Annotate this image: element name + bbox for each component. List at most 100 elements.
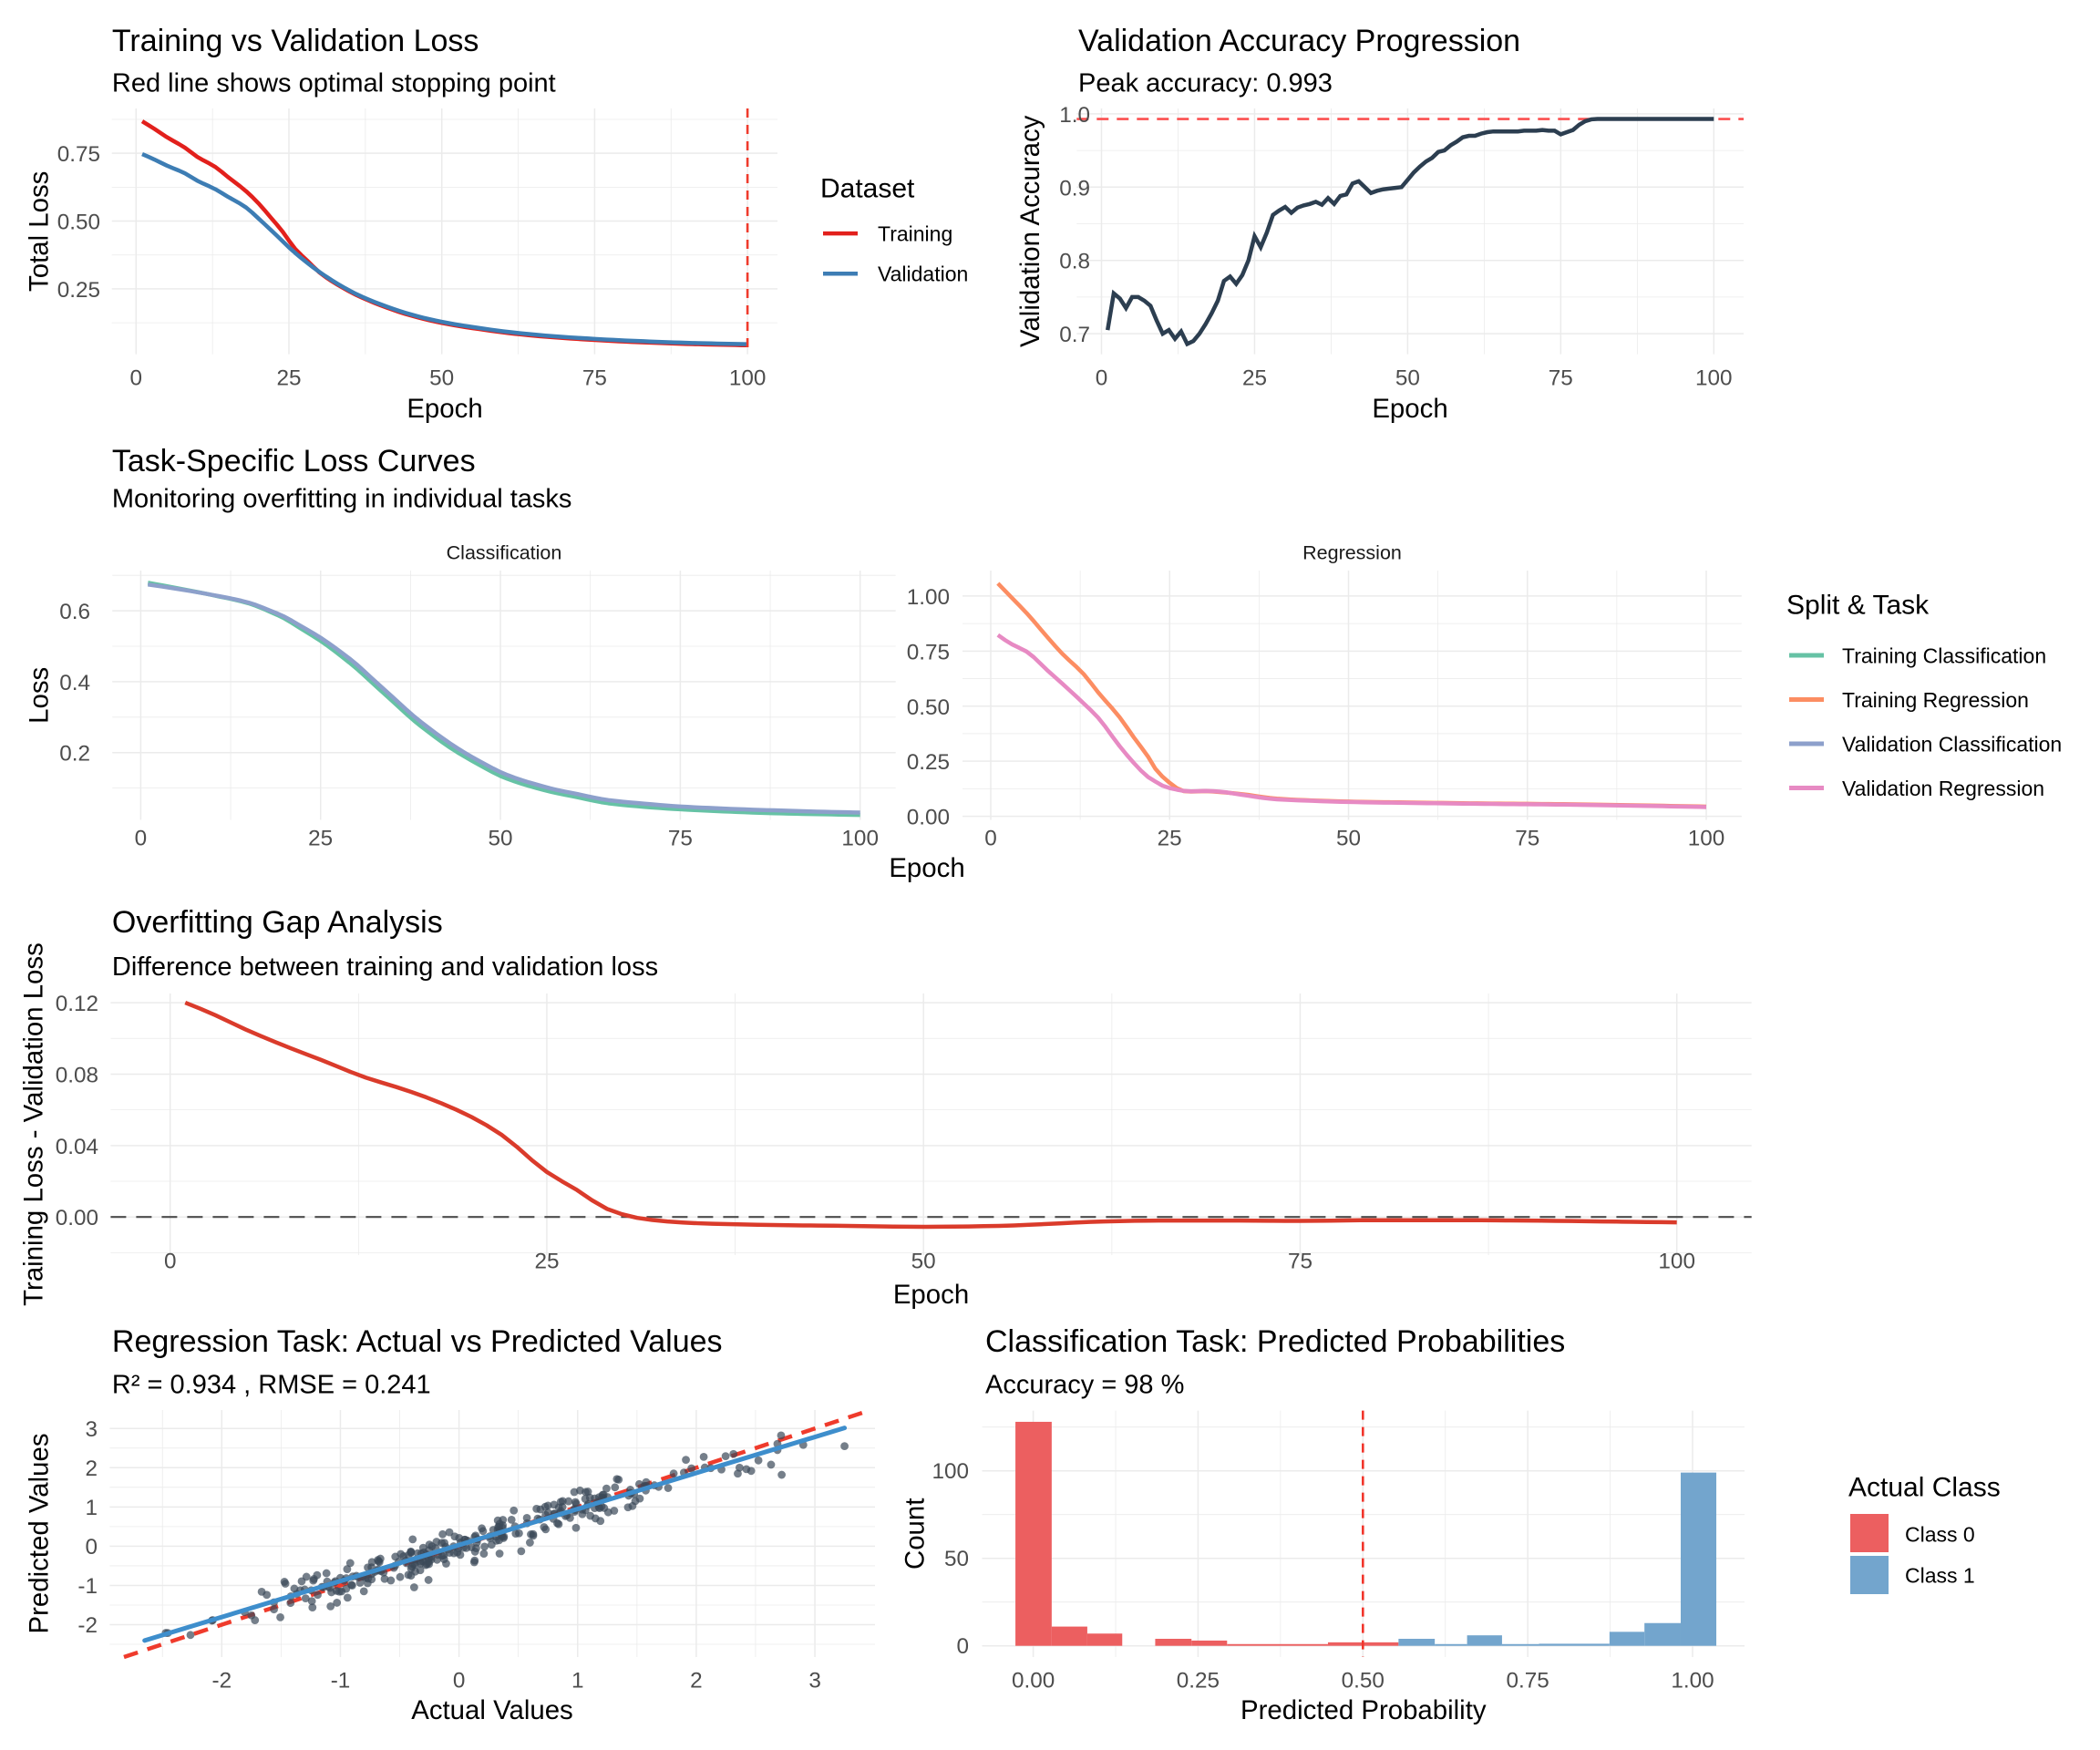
svg-text:Total Loss: Total Loss [25, 171, 55, 292]
svg-text:0: 0 [130, 366, 143, 391]
svg-text:Accuracy = 98 %: Accuracy = 98 % [985, 1371, 1184, 1400]
svg-text:0.50: 0.50 [907, 695, 950, 720]
svg-text:50: 50 [1336, 827, 1361, 851]
svg-text:100: 100 [841, 827, 879, 851]
svg-text:2: 2 [85, 1457, 98, 1481]
svg-text:Validation Classification: Validation Classification [1842, 733, 2062, 757]
svg-text:25: 25 [276, 366, 301, 391]
svg-text:0.50: 0.50 [1342, 1669, 1385, 1693]
svg-text:Epoch: Epoch [889, 853, 964, 883]
svg-text:Training Classification: Training Classification [1842, 644, 2046, 668]
svg-text:0.75: 0.75 [57, 142, 100, 167]
svg-text:Epoch: Epoch [407, 394, 482, 424]
svg-text:Training Loss - Validation Los: Training Loss - Validation Loss [19, 942, 49, 1306]
svg-text:-1: -1 [331, 1669, 351, 1693]
svg-text:0: 0 [984, 827, 997, 851]
svg-text:Difference between training an: Difference between training and validati… [112, 952, 658, 982]
svg-text:50: 50 [488, 827, 512, 851]
svg-text:50: 50 [429, 366, 454, 391]
svg-text:Epoch: Epoch [893, 1280, 969, 1310]
svg-text:Red line shows optimal stoppin: Red line shows optimal stopping point [112, 69, 556, 98]
svg-text:0.25: 0.25 [907, 750, 950, 775]
svg-text:100: 100 [1688, 827, 1725, 851]
svg-text:Regression Task: Actual vs Pre: Regression Task: Actual vs Predicted Val… [112, 1324, 723, 1359]
svg-text:Predicted Probability: Predicted Probability [1240, 1695, 1487, 1725]
svg-text:25: 25 [1242, 366, 1267, 391]
svg-text:3: 3 [85, 1417, 98, 1442]
svg-text:Class 1: Class 1 [1905, 1564, 1975, 1588]
svg-text:3: 3 [808, 1669, 821, 1693]
svg-text:0.50: 0.50 [57, 211, 100, 235]
svg-text:0.00: 0.00 [56, 1206, 98, 1230]
svg-text:100: 100 [932, 1459, 969, 1484]
svg-text:Classification: Classification [447, 542, 562, 564]
svg-text:25: 25 [534, 1250, 559, 1274]
svg-text:75: 75 [1288, 1250, 1312, 1274]
svg-text:Validation Regression: Validation Regression [1842, 777, 2044, 800]
svg-text:75: 75 [1515, 827, 1539, 851]
svg-text:75: 75 [668, 827, 693, 851]
svg-text:0: 0 [453, 1669, 466, 1693]
svg-text:-2: -2 [211, 1669, 232, 1693]
svg-text:1.0: 1.0 [1059, 103, 1090, 128]
svg-text:25: 25 [308, 827, 333, 851]
svg-text:0: 0 [956, 1634, 969, 1659]
svg-text:0.75: 0.75 [1506, 1669, 1549, 1693]
svg-text:1: 1 [571, 1669, 584, 1693]
svg-text:Overfitting Gap Analysis: Overfitting Gap Analysis [112, 905, 443, 940]
svg-text:Peak accuracy: 0.993: Peak accuracy: 0.993 [1078, 69, 1333, 98]
svg-text:Validation: Validation [878, 262, 968, 286]
svg-text:0.00: 0.00 [1012, 1669, 1055, 1693]
svg-text:Loss: Loss [25, 667, 55, 724]
svg-text:Classification Task: Predicted: Classification Task: Predicted Probabili… [985, 1324, 1565, 1359]
svg-text:Validation Accuracy: Validation Accuracy [1015, 115, 1045, 347]
svg-text:0: 0 [135, 827, 148, 851]
svg-text:50: 50 [1395, 366, 1420, 391]
svg-text:1.00: 1.00 [907, 585, 950, 610]
svg-text:50: 50 [944, 1547, 969, 1571]
svg-text:0: 0 [85, 1535, 98, 1560]
svg-text:0.08: 0.08 [56, 1063, 98, 1087]
svg-text:50: 50 [911, 1250, 936, 1274]
svg-text:0.25: 0.25 [57, 278, 100, 303]
svg-text:Regression: Regression [1302, 542, 1402, 564]
svg-text:0.2: 0.2 [59, 742, 90, 767]
svg-text:0: 0 [164, 1250, 177, 1274]
svg-text:Training: Training [878, 222, 952, 246]
svg-text:Dataset: Dataset [820, 174, 915, 204]
svg-text:Class 0: Class 0 [1905, 1523, 1975, 1547]
svg-text:Split & Task: Split & Task [1786, 591, 1930, 621]
svg-text:0.9: 0.9 [1059, 176, 1090, 201]
svg-text:Actual Class: Actual Class [1848, 1473, 2001, 1503]
svg-text:0: 0 [1096, 366, 1108, 391]
svg-text:Predicted Values: Predicted Values [25, 1433, 55, 1633]
svg-text:0.12: 0.12 [56, 992, 98, 1016]
svg-text:0.75: 0.75 [907, 640, 950, 664]
svg-text:0.6: 0.6 [59, 600, 90, 624]
svg-text:1.00: 1.00 [1671, 1669, 1714, 1693]
svg-text:Training vs Validation Loss: Training vs Validation Loss [112, 24, 479, 58]
svg-text:Monitoring overfitting in indi: Monitoring overfitting in individual tas… [112, 485, 572, 514]
svg-text:Training Regression: Training Regression [1842, 688, 2029, 712]
svg-text:0.4: 0.4 [59, 671, 90, 695]
svg-text:100: 100 [1658, 1250, 1695, 1274]
svg-text:100: 100 [1695, 366, 1733, 391]
svg-text:0.04: 0.04 [56, 1135, 98, 1159]
svg-text:0.7: 0.7 [1059, 323, 1090, 347]
svg-text:Task-Specific Loss Curves: Task-Specific Loss Curves [112, 444, 476, 479]
svg-text:-2: -2 [77, 1613, 98, 1638]
svg-text:Count: Count [901, 1498, 931, 1570]
svg-text:-1: -1 [77, 1574, 98, 1599]
svg-text:Validation Accuracy Progressio: Validation Accuracy Progression [1078, 24, 1520, 58]
svg-text:75: 75 [582, 366, 607, 391]
svg-text:2: 2 [690, 1669, 703, 1693]
svg-text:75: 75 [1549, 366, 1573, 391]
svg-text:Epoch: Epoch [1372, 394, 1447, 424]
svg-text:1: 1 [85, 1496, 98, 1520]
svg-text:0.25: 0.25 [1177, 1669, 1220, 1693]
svg-text:R² = 0.934 , RMSE = 0.241: R² = 0.934 , RMSE = 0.241 [112, 1371, 431, 1400]
svg-text:25: 25 [1158, 827, 1182, 851]
svg-text:0.00: 0.00 [907, 806, 950, 830]
svg-text:Actual Values: Actual Values [411, 1695, 573, 1725]
svg-text:0.8: 0.8 [1059, 250, 1090, 274]
